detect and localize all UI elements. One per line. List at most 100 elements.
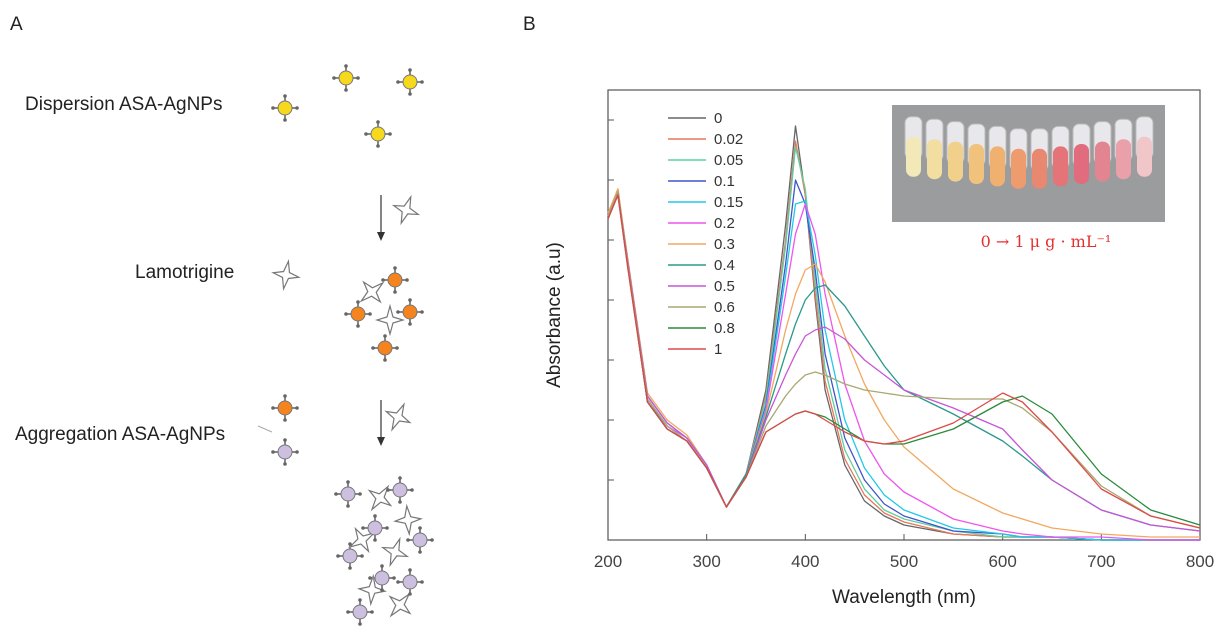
nanoparticle (412, 532, 428, 548)
y-axis-label: Absorbance (a.u) (544, 242, 565, 388)
lamotrigine (378, 397, 418, 437)
spoke-end (376, 120, 380, 124)
tubes (904, 116, 1154, 189)
nanoparticle (338, 70, 354, 86)
spoke-end (271, 450, 275, 454)
nanoparticle (402, 574, 418, 590)
spoke-end (410, 488, 414, 492)
spoke-end (344, 64, 348, 68)
x-tick-label: 400 (791, 552, 819, 571)
x-tick-label: 500 (890, 552, 918, 571)
spoke-end (283, 418, 287, 422)
tube-liquid (948, 141, 963, 182)
nanoparticle (277, 400, 293, 416)
spoke-end (371, 346, 375, 350)
spectrum-line (607, 191, 1201, 532)
x-tick-label: 600 (988, 552, 1016, 571)
lamotrigine (377, 582, 423, 628)
spoke-end (380, 564, 384, 568)
legend-label: 0.15 (714, 194, 743, 211)
nanoparticle (367, 520, 383, 536)
spoke-end (398, 476, 402, 480)
spoke-end (386, 488, 390, 492)
spectrum-line (607, 194, 1201, 529)
inset (892, 105, 1165, 222)
nanoparticle (402, 304, 418, 320)
nanoparticle (342, 548, 358, 564)
spoke-end (393, 290, 397, 294)
x-tick-label: 300 (692, 552, 720, 571)
spoke-end (408, 92, 412, 96)
legend-label: 0.8 (714, 320, 735, 337)
spoke-end (346, 504, 350, 508)
lamotrigine (358, 475, 402, 521)
spoke-end (271, 106, 275, 110)
spoke-end (388, 132, 392, 136)
spoke-end (373, 514, 377, 518)
spoke-end (271, 406, 275, 410)
spoke-end (398, 500, 402, 504)
spoke-end (396, 310, 400, 314)
spoke-end (408, 322, 412, 326)
legend-label: 0.4 (714, 257, 735, 274)
spoke-end (336, 554, 340, 558)
lamotrigine (367, 297, 413, 343)
spoke-end (380, 588, 384, 592)
spoke-end (346, 610, 350, 614)
spectrum-line (607, 191, 1201, 529)
legend-label: 0.05 (714, 152, 743, 169)
spoke-end (405, 278, 409, 282)
spoke-end (295, 106, 299, 110)
spoke-end (368, 312, 372, 316)
legend-label: 0.3 (714, 236, 735, 253)
spoke-end (430, 538, 434, 542)
spoke-end (283, 438, 287, 442)
spoke-end (393, 266, 397, 270)
spoke-end (408, 592, 412, 596)
spoke-end (295, 406, 299, 410)
spectrum-line (607, 188, 1200, 538)
panel-label: B (523, 14, 536, 35)
connector (257, 425, 273, 433)
legend-label: 0.1 (714, 173, 735, 190)
spoke-end (408, 568, 412, 572)
tube-liquid (969, 144, 984, 184)
step-label: Aggregation ASA-AgNPs (15, 424, 225, 445)
spoke-end (356, 300, 360, 304)
spoke-end (283, 94, 287, 98)
spoke-end (396, 80, 400, 84)
spoke-end (420, 80, 424, 84)
legend-label: 0.5 (714, 278, 735, 295)
spoke-end (395, 346, 399, 350)
spoke-end (356, 324, 360, 328)
legend-label: 1 (714, 341, 722, 358)
arrow-head (377, 437, 385, 446)
spoke-end (396, 580, 400, 584)
spoke-end (356, 76, 360, 80)
spoke-end (360, 554, 364, 558)
spoke-end (376, 144, 380, 148)
arrow-head (377, 232, 385, 241)
nanoparticle (377, 340, 393, 356)
spoke-end (381, 278, 385, 282)
nanoparticle (340, 486, 356, 502)
spoke-end (385, 526, 389, 530)
spoke-end (392, 576, 396, 580)
spoke-end (283, 394, 287, 398)
legend-label: 0.6 (714, 299, 735, 316)
spoke-end (358, 598, 362, 602)
tube-liquid (927, 139, 942, 180)
spoke-end (383, 358, 387, 362)
spoke-end (418, 526, 422, 530)
spoke-end (358, 492, 362, 496)
spoke-end (383, 334, 387, 338)
spoke-end (348, 566, 352, 570)
step-label: Lamotrigine (135, 262, 234, 283)
x-axis-label: Wavelength (nm) (832, 587, 976, 608)
tube-liquid (1053, 146, 1068, 187)
nanoparticle (402, 74, 418, 90)
legend-label: 0.02 (714, 131, 743, 148)
spoke-end (283, 462, 287, 466)
